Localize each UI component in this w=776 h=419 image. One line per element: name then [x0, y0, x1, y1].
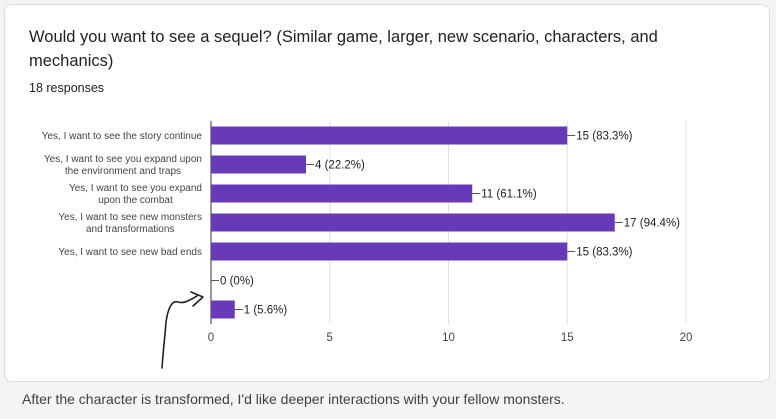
- bar: [211, 126, 568, 145]
- data-label: 11 (61.1%): [481, 189, 537, 201]
- category-label: Yes, I want to see you expand upon the co…: [69, 183, 202, 206]
- bar: [211, 155, 306, 174]
- x-tick-label: 10: [442, 332, 455, 344]
- data-label: 15 (83.3%): [576, 247, 632, 259]
- data-label: 0 (0%): [220, 276, 254, 288]
- data-label: 15 (83.3%): [576, 131, 632, 143]
- chart-labels: 15 (83.3%) Yes, I want to see the story c…: [42, 131, 680, 317]
- response-count: 18 responses: [29, 81, 105, 95]
- hand-drawn-arrow-annotation: [161, 291, 204, 369]
- category-label: Yes, I want to see new monsters and trans…: [58, 212, 202, 235]
- category-label: Yes, I want to see you expand upon the en…: [44, 154, 202, 177]
- bar: [211, 242, 568, 261]
- question-title: Would you want to see a sequel? (Similar…: [29, 28, 658, 70]
- category-label: Yes, I want to see new bad ends: [58, 247, 202, 258]
- x-tick-label: 5: [327, 332, 333, 344]
- chart-ticks: 0 5 10 15 20: [208, 332, 693, 344]
- x-tick-label: 15: [561, 332, 574, 344]
- response-text: After the character is transformed, I'd …: [22, 391, 565, 407]
- x-tick-label: 20: [680, 332, 693, 344]
- data-label: 1 (5.6%): [244, 305, 288, 317]
- x-tick-label: 0: [208, 332, 214, 344]
- bar: [211, 213, 615, 232]
- data-label: 4 (22.2%): [315, 160, 365, 172]
- category-label: Yes, I want to see the story continue: [42, 131, 203, 142]
- chart-bars: [211, 126, 615, 319]
- data-label: 17 (94.4%): [624, 218, 680, 230]
- question-card: Would you want to see a sequel? (Similar…: [4, 4, 770, 382]
- bar: [211, 184, 473, 203]
- bar: [211, 300, 235, 319]
